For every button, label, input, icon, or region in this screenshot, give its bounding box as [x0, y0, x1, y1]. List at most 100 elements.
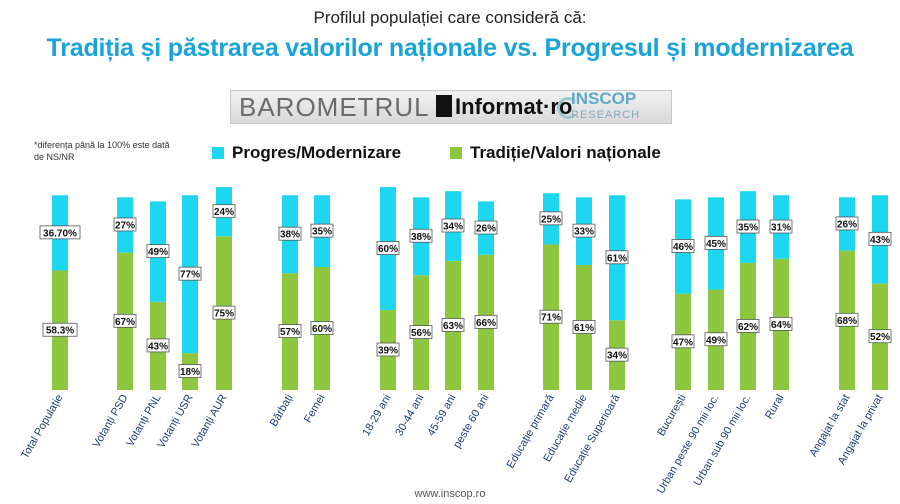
data-label-tradition-box	[376, 342, 400, 357]
data-label-progress: 35%	[738, 223, 758, 234]
data-label-progress-box	[278, 226, 302, 241]
data-label-progress: 31%	[771, 223, 791, 234]
footnote-ns-nr: *diferența până la 100% este dată de NS/…	[34, 140, 170, 162]
category-label: Votanți AUR	[190, 392, 230, 449]
data-label-tradition: 52%	[870, 332, 890, 343]
legend-swatch-progress	[212, 147, 224, 159]
data-label-progress-box	[146, 244, 170, 259]
data-label-tradition: 63%	[443, 321, 463, 332]
chart-title: Tradiția și păstrarea valorilor național…	[46, 34, 854, 62]
category-label: 18-29 ani	[360, 393, 393, 439]
data-label-progress: 36.70%	[43, 228, 77, 239]
data-label-tradition-box	[441, 318, 465, 332]
data-label-tradition: 58.3%	[46, 326, 74, 337]
barometrul-logo: BAROMETRUL	[239, 92, 430, 122]
data-label-tradition-box	[212, 305, 236, 320]
data-label-tradition-box	[310, 321, 334, 335]
data-label-progress-box	[39, 225, 81, 240]
data-label-tradition-box	[704, 332, 728, 347]
data-label-tradition-box	[736, 319, 760, 333]
data-label-progress-box	[310, 223, 334, 238]
inscop-logo: INSCOP RESEARCH	[571, 89, 640, 123]
data-label-tradition-box	[769, 316, 793, 331]
data-label-progress: 34%	[443, 222, 463, 233]
legend-label-progress: Progres/Modernizare	[232, 143, 402, 162]
data-label-tradition: 61%	[574, 323, 594, 334]
data-label-progress-box	[671, 239, 695, 253]
data-label-tradition: 64%	[771, 320, 791, 331]
legend-swatch-tradition	[450, 147, 462, 159]
category-label: Urban peste 90 mii loc.	[655, 393, 722, 496]
data-label-progress-box	[736, 219, 760, 234]
data-label-progress: 61%	[607, 253, 627, 264]
inscop-logo-text: INSCOP	[571, 89, 637, 108]
category-label: 30-44 ani	[393, 393, 426, 439]
legend-item-tradition: Tradiție/Valori naționale	[450, 143, 661, 163]
data-label-tradition-box	[868, 329, 892, 344]
data-label-progress: 77%	[180, 270, 200, 281]
data-label-progress-box	[409, 228, 433, 243]
legend-item-progress: Progres/Modernizare	[212, 143, 401, 163]
data-label-tradition: 56%	[411, 328, 431, 339]
category-label: Rural	[763, 393, 787, 422]
data-label-tradition-box	[178, 364, 202, 378]
data-label-progress: 26%	[476, 224, 496, 235]
data-label-tradition: 34%	[607, 351, 627, 362]
data-label-progress: 46%	[673, 242, 693, 253]
data-label-progress-box	[835, 216, 859, 231]
data-label-progress: 33%	[574, 227, 594, 238]
data-label-tradition: 57%	[280, 327, 300, 338]
category-label: Urban sub 90 mii loc.	[692, 393, 754, 488]
data-label-tradition: 18%	[180, 367, 200, 378]
data-label-tradition-box	[605, 347, 629, 362]
data-label-tradition: 43%	[148, 341, 168, 352]
data-label-progress: 24%	[214, 207, 234, 218]
data-label-progress: 49%	[148, 247, 168, 258]
data-label-progress: 35%	[312, 227, 332, 238]
data-label-tradition-box	[474, 314, 498, 329]
data-label-progress: 60%	[378, 244, 398, 255]
data-label-tradition: 60%	[312, 324, 332, 335]
data-label-tradition: 71%	[541, 313, 561, 324]
data-label-tradition: 66%	[476, 318, 496, 329]
inscop-swoosh-icon	[557, 97, 579, 119]
data-label-progress-box	[539, 211, 563, 226]
logo-banner: BAROMETRUL Informat·ro INSCOP RESEARCH	[230, 90, 672, 124]
data-label-tradition-box	[146, 338, 170, 353]
informat-logo: Informat·ro	[436, 94, 572, 120]
data-label-progress-box	[178, 266, 202, 281]
category-label: Total Populație	[19, 393, 65, 462]
data-label-tradition-box	[42, 322, 78, 337]
data-label-progress-box	[376, 241, 400, 255]
data-label-tradition-box	[278, 324, 302, 338]
data-label-tradition-box	[671, 334, 695, 349]
data-label-tradition-box	[572, 320, 596, 334]
data-label-tradition: 62%	[738, 322, 758, 333]
data-label-tradition-box	[835, 312, 859, 327]
category-label: Bărbați	[268, 393, 296, 429]
data-label-progress-box	[868, 231, 892, 246]
data-label-progress: 26%	[837, 219, 857, 230]
category-label: Femei	[302, 393, 328, 425]
data-label-tradition-box	[113, 313, 137, 328]
data-label-progress-box	[605, 250, 629, 265]
informat-logo-text: Informat·ro	[455, 94, 573, 119]
data-label-tradition: 67%	[115, 317, 135, 328]
category-label: peste 60 ani	[451, 393, 491, 451]
data-label-progress-box	[769, 219, 793, 234]
data-label-tradition: 68%	[837, 316, 857, 327]
chart-supertitle: Profilul populației care consideră că:	[313, 8, 587, 27]
data-label-progress-box	[441, 218, 465, 233]
data-label-tradition-box	[409, 325, 433, 340]
data-label-progress-box	[704, 236, 728, 250]
informat-mark-icon	[436, 95, 452, 117]
data-label-tradition: 39%	[378, 346, 398, 357]
data-label-tradition: 49%	[706, 335, 726, 346]
data-label-progress-box	[212, 204, 236, 219]
data-label-tradition-box	[539, 309, 563, 324]
data-label-progress: 43%	[870, 235, 890, 246]
data-label-progress: 27%	[115, 220, 135, 231]
footer-url: www.inscop.ro	[414, 488, 486, 500]
data-label-progress-box	[572, 223, 596, 238]
